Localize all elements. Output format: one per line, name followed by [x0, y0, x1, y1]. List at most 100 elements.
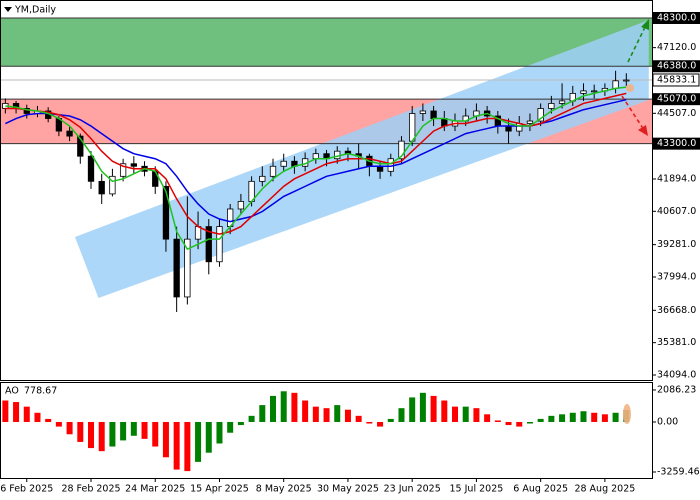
- x-tick-label: 15 Apr 2025: [190, 484, 249, 495]
- candle-body: [269, 165, 277, 177]
- y-tick-label: 47120.0: [657, 42, 696, 53]
- candle-body: [130, 163, 137, 167]
- level-label: 43300.0: [657, 138, 696, 149]
- candle-body: [591, 90, 598, 93]
- chart-title: YM,Daily: [14, 5, 56, 16]
- x-tick-label: 28 Aug 2025: [574, 484, 635, 495]
- ao-bar: [419, 392, 426, 422]
- ao-bar: [23, 406, 30, 422]
- ao-bar: [184, 421, 191, 472]
- x-tick-label: 6 Aug 2025: [513, 484, 568, 495]
- ao-bar: [559, 414, 566, 422]
- ao-bar: [291, 392, 298, 422]
- ao-bar: [526, 421, 533, 424]
- ao-bar: [473, 408, 480, 422]
- ao-bar: [323, 408, 330, 422]
- zone: [0, 17, 652, 67]
- ao-panel: [2, 391, 630, 472]
- y-tick-label: 40607.0: [657, 206, 696, 217]
- ao-bar: [55, 421, 62, 427]
- candle-body: [216, 226, 223, 263]
- ao-bar: [612, 412, 619, 422]
- y-tick-label: 41894.0: [657, 173, 696, 184]
- candle-body: [419, 110, 427, 114]
- level-label: 46380.0: [657, 61, 696, 72]
- level-label: 45070.0: [657, 94, 696, 105]
- level-box: [653, 11, 700, 24]
- candle-body: [548, 103, 555, 109]
- up-arrowhead: [641, 19, 649, 30]
- candle-body: [558, 100, 566, 104]
- candle-body: [66, 130, 73, 137]
- x-tick-label: 24 Mar 2025: [125, 484, 185, 495]
- y-tick-label: 2086.23: [657, 384, 696, 395]
- y-tick-label: 37994.0: [657, 271, 696, 282]
- ao-bar: [344, 409, 351, 422]
- candle-body: [162, 185, 170, 240]
- candle-body: [173, 238, 180, 298]
- ao-bar: [216, 421, 223, 444]
- ao-bar: [141, 421, 148, 439]
- price-panel: [0, 17, 652, 313]
- x-tick-label: 23 Jun 2025: [384, 484, 441, 495]
- ao-bar: [195, 421, 202, 462]
- x-tick-label: 30 May 2025: [317, 484, 379, 495]
- ao-bar: [270, 395, 277, 422]
- ao-bar: [312, 406, 319, 422]
- ao-bar: [494, 420, 501, 422]
- current-price-label: 45833.1: [657, 74, 696, 85]
- x-tick-label: 28 Feb 2025: [61, 484, 120, 495]
- ao-bar: [162, 421, 169, 458]
- moving-average: [5, 86, 627, 251]
- x-tick-label: 6 Feb 2025: [0, 484, 53, 495]
- ao-bar: [601, 414, 608, 422]
- candle-body: [109, 175, 116, 195]
- ao-bar: [77, 421, 84, 442]
- ao-bar: [2, 400, 9, 422]
- ao-bar: [66, 421, 73, 435]
- price-frame: [0, 0, 653, 381]
- ao-bar: [377, 421, 384, 427]
- ao-bar: [88, 421, 95, 449]
- candle-body: [398, 140, 405, 160]
- level-box: [653, 93, 700, 106]
- y-tick-label: 34094.0: [657, 369, 696, 380]
- ao-bar: [237, 421, 244, 426]
- ao-bar: [227, 421, 234, 433]
- ao-bar: [98, 421, 105, 452]
- ao-bar: [302, 400, 309, 422]
- ao-bar: [13, 402, 20, 422]
- ao-bar: [441, 400, 448, 422]
- ao-bar: [259, 405, 266, 422]
- ao-bar: [484, 414, 491, 422]
- ao-bar: [569, 412, 576, 422]
- ao-bar: [387, 418, 394, 422]
- candle-body: [77, 135, 84, 157]
- y-tick-label: 44507.0: [657, 108, 696, 119]
- ao-frame: [0, 382, 653, 479]
- ao-bar: [516, 421, 523, 427]
- ao-bar: [452, 406, 459, 422]
- ao-bar: [173, 421, 180, 470]
- candle-body: [526, 120, 534, 124]
- candle-body: [334, 150, 341, 160]
- ao-bar: [548, 415, 555, 422]
- ao-bar: [505, 421, 512, 426]
- ao-bar: [120, 421, 127, 441]
- candle-body: [237, 201, 245, 210]
- candle-body: [537, 108, 544, 122]
- candle-body: [119, 163, 127, 177]
- ao-bar: [109, 421, 116, 447]
- y-tick-label: 36668.0: [657, 305, 696, 316]
- candle-body: [312, 153, 319, 160]
- menu-triangle: [4, 7, 12, 12]
- ao-bar: [366, 421, 373, 424]
- candle-body: [409, 113, 416, 142]
- ao-bar: [248, 415, 255, 422]
- ao-bar: [34, 412, 41, 422]
- candle-body: [505, 125, 512, 132]
- ao-bar: [152, 421, 159, 447]
- y-tick-label: 0.00: [657, 416, 678, 427]
- candle-body: [376, 165, 384, 172]
